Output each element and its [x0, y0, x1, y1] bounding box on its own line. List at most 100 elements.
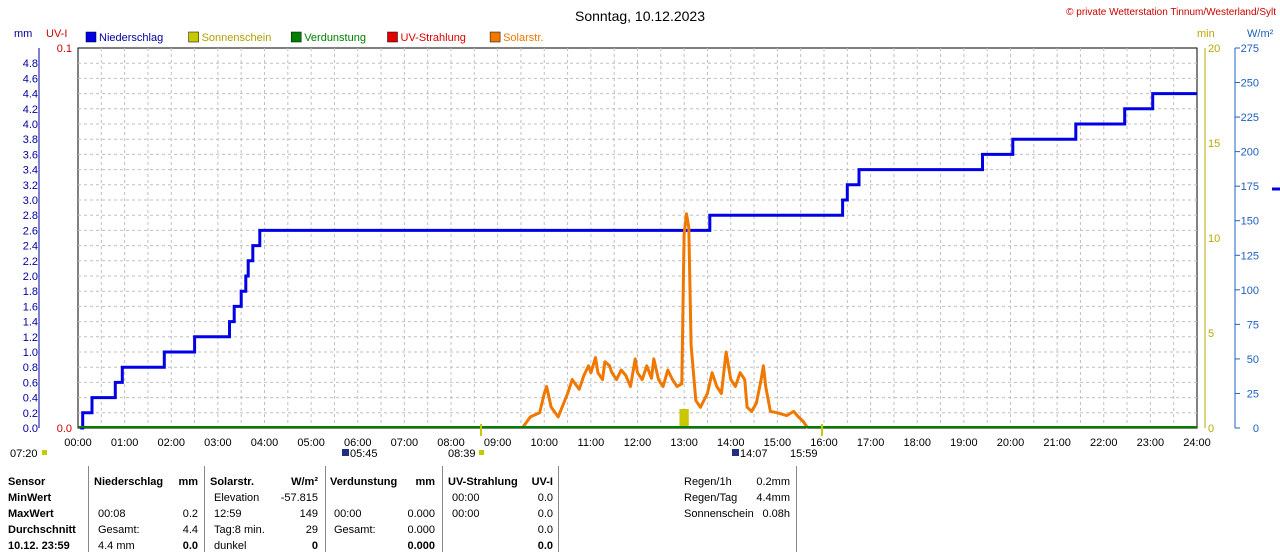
- y-tick-label-left: 1.4: [23, 317, 38, 329]
- legend-label: UV-Strahlung: [401, 32, 466, 44]
- verd-row: 00:00 0.000: [330, 508, 435, 524]
- y-tick-label-left: 4.4: [23, 89, 38, 101]
- verd-cell-label: Gesamt:: [334, 524, 376, 536]
- solar-row: 12:59 149: [210, 508, 318, 524]
- x-tick-label: 22:00: [1090, 437, 1118, 449]
- y-tick-label-left: 3.8: [23, 134, 38, 146]
- sun-mark-label: 14:07: [740, 448, 768, 460]
- right-tick-label: 100: [1241, 285, 1259, 297]
- sunrise-mark: [342, 449, 349, 456]
- solar-row: Tag:8 min. 29: [210, 524, 318, 540]
- y-tick-label-left: 4.0: [23, 119, 38, 131]
- right-tick-label: 50: [1247, 354, 1259, 366]
- x-tick-label: 12:00: [624, 437, 652, 449]
- uv-cell-value: 0.0: [537, 508, 553, 520]
- uv-row: 00:00 0.0: [448, 492, 553, 508]
- series-line-niederschlag: [80, 92, 1197, 430]
- right-tick-label: 25: [1247, 388, 1259, 400]
- sun-mark: [42, 450, 47, 455]
- solar-unit: W/m²: [291, 476, 318, 488]
- nied-cell-value: 0.2: [182, 508, 198, 520]
- weather-chart: Sonntag, 10.12.2023 © private Wetterstat…: [10, 7, 1280, 460]
- x-tick-label: 11:00: [578, 437, 605, 449]
- legend-label: Verdunstung: [304, 32, 366, 44]
- min-tick-label: 5: [1208, 328, 1214, 340]
- sensor-label: 10.12. 23:59: [8, 540, 70, 552]
- x-tick-label: 14:00: [717, 437, 745, 449]
- y-tick-label-left: 0.0: [23, 423, 38, 435]
- min-tick-label: 0: [1208, 423, 1214, 435]
- nied-cell-label: [94, 492, 98, 504]
- uv-cell-value: 0.0: [537, 540, 553, 552]
- extra-value: 0.2mm: [756, 476, 790, 488]
- table-divider: [204, 466, 205, 552]
- verd-cell-value: 0.000: [407, 508, 435, 520]
- nied-row: [94, 492, 198, 508]
- x-tick-label: 23:00: [1137, 437, 1165, 449]
- uv-cell-value: 0.0: [537, 492, 553, 504]
- table-divider: [442, 466, 443, 552]
- uv-row: 00:00 0.0: [448, 508, 553, 524]
- y-tick-label-left: 3.4: [23, 165, 38, 177]
- copyright-text: © private Wetterstation Tinnum/Westerlan…: [1066, 7, 1276, 18]
- extra-column: Regen/1h 0.2mm Regen/Tag 4.4mm Sonnenschein 0…: [684, 476, 790, 524]
- legend-label: Sonnenschein: [202, 32, 272, 44]
- x-tick-label: 02:00: [157, 437, 185, 449]
- min-tick-label: 10: [1208, 233, 1220, 245]
- unit-label-min: min: [1197, 28, 1215, 40]
- y-tick-label-left: 3.2: [23, 180, 38, 192]
- x-tick-label: 17:00: [857, 437, 885, 449]
- right-tick-label: 250: [1241, 78, 1259, 90]
- verd-cell-value: 0.000: [407, 524, 435, 536]
- x-tick-label: 09:00: [484, 437, 512, 449]
- solar-row: dunkel 0: [210, 540, 318, 556]
- verd-cell-label: [330, 492, 334, 504]
- y-tick-label-left: 2.8: [23, 210, 38, 222]
- solar-column: Solarstr. W/m² Elevation -57.815 12:59 149 Tag…: [210, 476, 318, 556]
- extra-value: 4.4mm: [756, 492, 790, 504]
- uv-title: UV-Strahlung: [448, 476, 518, 488]
- solar-cell-label: Elevation: [214, 492, 260, 504]
- uv-cell-label: [448, 540, 452, 552]
- sensor-label: Sensor: [8, 476, 46, 488]
- x-tick-label: 04:00: [251, 437, 279, 449]
- x-tick-label: 07:00: [391, 437, 419, 449]
- solar-cell-value: 0: [311, 540, 318, 552]
- x-tick-label: 21:00: [1043, 437, 1071, 449]
- solar-cell-label: dunkel: [214, 540, 247, 552]
- x-tick-label: 24:00: [1183, 437, 1211, 449]
- legend-label: Niederschlag: [99, 32, 163, 44]
- verd-unit: mm: [415, 476, 435, 488]
- nied-row: Gesamt: 4.4: [94, 524, 198, 540]
- solar-cell-label: 12:59: [214, 508, 242, 520]
- legend-swatch: [290, 31, 302, 43]
- nied-cell-value: 4.4: [182, 524, 198, 536]
- uv-row: 0.0: [448, 524, 553, 540]
- verd-header: Verdunstung mm: [330, 476, 435, 492]
- niederschlag-column: Niederschlag mm 00:08 0.2 Gesamt: 4.4 4.4 mm 0.…: [94, 476, 198, 556]
- extra-value: 0.08h: [762, 508, 790, 520]
- sensor-label: MinWert: [8, 492, 52, 504]
- uv-cell-label: 00:00: [452, 508, 480, 520]
- sensor-label: Durchschnitt: [8, 524, 76, 536]
- min-tick-label: 20: [1208, 43, 1220, 55]
- legend-swatch: [188, 31, 199, 43]
- y-tick-label-left: 0.6: [23, 377, 38, 389]
- nied-header: Niederschlag mm: [94, 476, 198, 492]
- nied-title: Niederschlag: [94, 476, 164, 488]
- table-divider: [796, 466, 797, 552]
- right-tick-label: 0: [1253, 423, 1259, 435]
- sensor-label: MaxWert: [8, 508, 54, 520]
- uv-cell-value: 0.0: [537, 524, 553, 536]
- x-tick-label: 18:00: [903, 437, 931, 449]
- solar-row: Elevation -57.815: [210, 492, 318, 508]
- nied-row: 00:08 0.2: [94, 508, 198, 524]
- x-tick-label: 19:00: [950, 437, 978, 449]
- legend-swatch: [85, 31, 97, 43]
- nied-cell-label: Gesamt:: [98, 524, 140, 536]
- x-tick-label: 03:00: [204, 437, 232, 449]
- x-tick-label: 13:00: [670, 437, 698, 449]
- nied-row: 4.4 mm 0.0: [94, 540, 198, 556]
- right-tick-label: 275: [1241, 43, 1259, 55]
- sun-mark-label: 05:45: [350, 448, 378, 460]
